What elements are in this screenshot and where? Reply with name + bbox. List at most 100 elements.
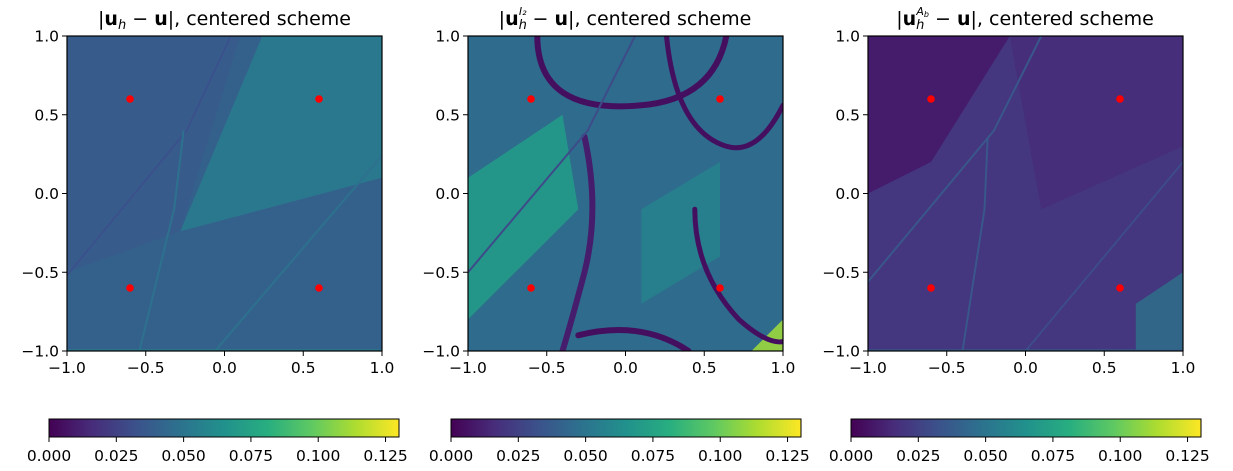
panel-2-y-axis: −1.0 −0.5 0.0 0.5 1.0 bbox=[422, 28, 468, 361]
panel-3-markers bbox=[927, 95, 1124, 292]
panel-1-x-tick-label-4: 0.5 bbox=[291, 359, 316, 377]
panel-1-field-feature-2 bbox=[67, 36, 241, 273]
panel-3-y-tick-label-1: −1.0 bbox=[822, 343, 860, 361]
panel-2-marker-3 bbox=[527, 284, 535, 292]
panel-1-y-tick-label-5: 1.0 bbox=[34, 28, 59, 46]
panel-1-field-feature-5 bbox=[214, 155, 382, 351]
panel-3-y-axis: −1.0 −0.5 0.0 0.5 1.0 bbox=[822, 28, 868, 361]
panel-3-marker-1 bbox=[927, 95, 935, 103]
panel-1-marker-1 bbox=[126, 95, 134, 103]
panel-1-marker-2 bbox=[315, 95, 323, 103]
panel-1-colorbar: 0.000 0.025 0.050 0.075 0.100 0.125 bbox=[27, 418, 408, 465]
panel-2-x-axis: −1.0 −0.5 0.0 0.5 1.0 bbox=[449, 351, 795, 377]
panel-3-title: |uhAb − u|, centered scheme bbox=[896, 5, 1154, 33]
panel-2-field-feature-6 bbox=[559, 133, 596, 351]
panel-2-colorbar: 0.000 0.025 0.050 0.075 0.100 0.125 bbox=[429, 418, 810, 465]
panel-1-colorbar-tick-label-4: 0.075 bbox=[229, 447, 273, 465]
panel-3-colorbar-tick-label-6: 0.125 bbox=[1165, 447, 1209, 465]
heatmap-panel-1: |uh − u|, centered scheme −1.0 −0.5 0.0 0.5… bbox=[21, 8, 407, 465]
panel-2-y-tick-label-2: −0.5 bbox=[422, 264, 460, 282]
panel-1-colorbar-tick-label-2: 0.025 bbox=[94, 447, 138, 465]
panel-2-field-feature-7 bbox=[692, 206, 783, 345]
panel-2-y-tick-label-1: −1.0 bbox=[422, 343, 460, 361]
panel-3-field bbox=[868, 36, 1183, 351]
panel-2-y-tick-label-3: 0.0 bbox=[435, 185, 460, 203]
panel-2-colorbar-gradient bbox=[450, 418, 802, 438]
panel-3-field-feature-1 bbox=[868, 36, 1010, 194]
panel-1-x-tick-label-1: −1.0 bbox=[48, 359, 86, 377]
panel-3-colorbar-tick-label-1: 0.000 bbox=[829, 447, 873, 465]
panel-2-x-tick-label-2: −0.5 bbox=[528, 359, 566, 377]
panel-2-y-tick-label-4: 0.5 bbox=[435, 106, 460, 124]
panel-2-colorbar-tick-label-1: 0.000 bbox=[429, 447, 473, 465]
panel-2-x-tick-label-3: 0.0 bbox=[613, 359, 638, 377]
panel-3-colorbar: 0.000 0.025 0.050 0.075 0.100 0.125 bbox=[829, 418, 1210, 465]
panel-2-x-tick-label-5: 1.0 bbox=[771, 359, 796, 377]
panel-1-colorbar-tick-label-3: 0.050 bbox=[161, 447, 205, 465]
heatmap-panel-2: |uhI₂ − u|, centered scheme −1.0 −0.5 0.0 0… bbox=[422, 5, 809, 465]
panel-2-colorbar-tick-label-4: 0.075 bbox=[631, 447, 675, 465]
panel-1-colorbar-tick-label-1: 0.000 bbox=[27, 447, 71, 465]
panel-3-y-tick-label-2: −0.5 bbox=[822, 264, 860, 282]
panel-3-field-feature-6 bbox=[1024, 161, 1183, 351]
panel-3-x-axis: −1.0 −0.5 0.0 0.5 1.0 bbox=[849, 351, 1195, 377]
panel-3-field-feature-5 bbox=[961, 136, 989, 351]
panel-1-y-tick-label-1: −1.0 bbox=[21, 343, 59, 361]
panel-3-colorbar-tick-label-5: 0.100 bbox=[1098, 447, 1142, 465]
panel-3-marker-4 bbox=[1116, 284, 1124, 292]
panel-2-marker-4 bbox=[716, 284, 724, 292]
panel-2-colorbar-tick-label-5: 0.100 bbox=[698, 447, 742, 465]
panel-1-marker-3 bbox=[126, 284, 134, 292]
panel-3-colorbar-tick-label-3: 0.050 bbox=[963, 447, 1007, 465]
panel-1-x-axis: −1.0 −0.5 0.0 0.5 1.0 bbox=[48, 351, 394, 377]
panel-1-marker-4 bbox=[315, 284, 323, 292]
panel-2-x-tick-label-1: −1.0 bbox=[449, 359, 487, 377]
panel-1-title: |uh − u|, centered scheme bbox=[98, 8, 351, 33]
panel-1-y-tick-label-4: 0.5 bbox=[34, 106, 59, 124]
panel-1-colorbar-tick-label-6: 0.125 bbox=[363, 447, 407, 465]
panel-1-x-tick-label-2: −0.5 bbox=[127, 359, 165, 377]
panel-3-marker-3 bbox=[927, 284, 935, 292]
panel-3-colorbar-tick-label-2: 0.025 bbox=[896, 447, 940, 465]
panel-1-y-axis: −1.0 −0.5 0.0 0.5 1.0 bbox=[21, 28, 67, 361]
panel-2-field-feature-9 bbox=[468, 36, 636, 273]
panel-3-colorbar-gradient bbox=[850, 418, 1202, 438]
panel-2-field-feature-2 bbox=[641, 162, 720, 304]
panel-2-title: |uhI₂ − u|, centered scheme bbox=[499, 5, 752, 33]
panel-2-colorbar-tick-label-2: 0.025 bbox=[496, 447, 540, 465]
panel-3-x-tick-label-1: −1.0 bbox=[849, 359, 887, 377]
panel-1-x-tick-label-5: 1.0 bbox=[370, 359, 395, 377]
panel-2-y-tick-label-5: 1.0 bbox=[435, 28, 460, 46]
panel-2-marker-1 bbox=[527, 95, 535, 103]
panel-1-markers bbox=[126, 95, 323, 292]
panel-1-field-feature-3 bbox=[67, 36, 232, 277]
panel-2-colorbar-tick-label-3: 0.050 bbox=[563, 447, 607, 465]
panel-3-x-tick-label-2: −0.5 bbox=[928, 359, 966, 377]
panel-3-y-tick-label-4: 0.5 bbox=[835, 106, 860, 124]
panel-1-field-feature-4 bbox=[138, 130, 185, 351]
panel-3-field-feature-3 bbox=[1135, 272, 1183, 351]
panel-3-marker-2 bbox=[1116, 95, 1124, 103]
panel-1-y-tick-label-3: 0.0 bbox=[34, 185, 59, 203]
panel-3-field-feature-4 bbox=[868, 36, 1043, 283]
panel-3-colorbar-tick-label-4: 0.075 bbox=[1031, 447, 1075, 465]
panel-2-markers bbox=[527, 95, 724, 292]
panel-1-colorbar-gradient bbox=[48, 418, 400, 438]
panel-2-marker-2 bbox=[716, 95, 724, 103]
panel-2-field bbox=[468, 36, 783, 351]
panel-1-field bbox=[67, 36, 382, 351]
panel-1-field-feature-6 bbox=[67, 349, 382, 351]
panel-2-field-feature-4 bbox=[534, 36, 730, 110]
panel-2-field-feature-5 bbox=[664, 36, 783, 151]
panel-2-field-feature-1 bbox=[468, 114, 579, 320]
panel-3-field-feature-2 bbox=[1009, 36, 1183, 210]
panel-2-x-tick-label-4: 0.5 bbox=[692, 359, 717, 377]
panel-3-y-tick-label-3: 0.0 bbox=[835, 185, 860, 203]
panel-3-x-tick-label-3: 0.0 bbox=[1013, 359, 1038, 377]
panel-1-colorbar-tick-label-5: 0.100 bbox=[296, 447, 340, 465]
panel-3-x-tick-label-5: 1.0 bbox=[1171, 359, 1196, 377]
panel-1-field-feature-1 bbox=[180, 36, 382, 232]
panel-1-x-tick-label-3: 0.0 bbox=[212, 359, 237, 377]
panel-2-colorbar-tick-label-6: 0.125 bbox=[765, 447, 809, 465]
